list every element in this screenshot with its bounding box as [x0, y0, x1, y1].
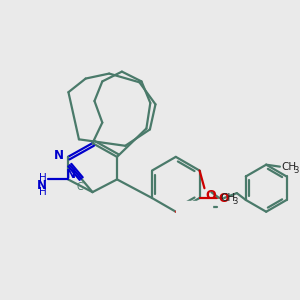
Text: O: O — [206, 189, 216, 202]
Text: N: N — [54, 149, 64, 162]
Text: O: O — [218, 191, 229, 205]
Text: CH: CH — [220, 193, 235, 203]
Text: C: C — [77, 182, 84, 192]
Text: H: H — [39, 173, 46, 183]
Text: CH: CH — [281, 162, 296, 172]
Text: H: H — [39, 187, 46, 197]
Text: 3: 3 — [232, 197, 237, 206]
Text: N: N — [37, 179, 46, 192]
Text: N: N — [66, 168, 76, 181]
Text: O: O — [198, 200, 209, 213]
Text: 3: 3 — [294, 166, 299, 175]
